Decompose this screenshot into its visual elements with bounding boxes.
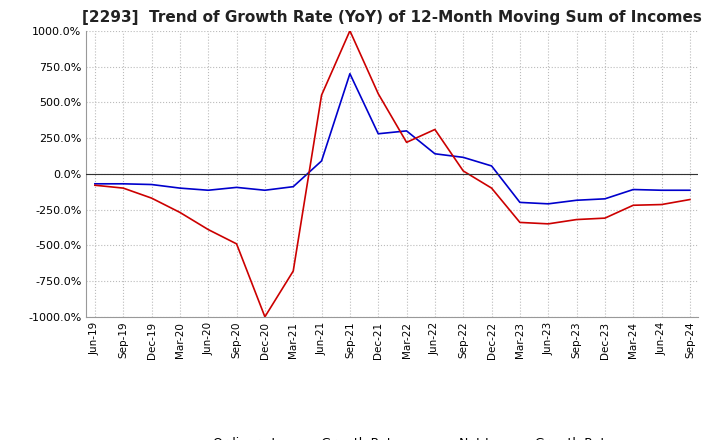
- Ordinary Income Growth Rate: [431, 151, 439, 156]
- Ordinary Income Growth Rate: [91, 181, 99, 187]
- Net Income Growth Rate: [374, 91, 382, 96]
- Net Income Growth Rate: [600, 216, 609, 221]
- Net Income Growth Rate: [431, 127, 439, 132]
- Net Income Growth Rate: [289, 268, 297, 274]
- Net Income Growth Rate: [148, 195, 156, 201]
- Ordinary Income Growth Rate: [318, 158, 326, 164]
- Legend: Ordinary Income Growth Rate, Net Income Growth Rate: Ordinary Income Growth Rate, Net Income …: [166, 432, 618, 440]
- Net Income Growth Rate: [487, 186, 496, 191]
- Ordinary Income Growth Rate: [289, 184, 297, 189]
- Ordinary Income Growth Rate: [657, 187, 666, 193]
- Ordinary Income Growth Rate: [204, 187, 212, 193]
- Ordinary Income Growth Rate: [148, 182, 156, 187]
- Ordinary Income Growth Rate: [261, 187, 269, 193]
- Net Income Growth Rate: [91, 183, 99, 188]
- Net Income Growth Rate: [459, 168, 467, 173]
- Ordinary Income Growth Rate: [487, 163, 496, 169]
- Title: [2293]  Trend of Growth Rate (YoY) of 12-Month Moving Sum of Incomes: [2293] Trend of Growth Rate (YoY) of 12-…: [83, 11, 702, 26]
- Ordinary Income Growth Rate: [346, 71, 354, 76]
- Net Income Growth Rate: [318, 92, 326, 98]
- Ordinary Income Growth Rate: [600, 196, 609, 202]
- Ordinary Income Growth Rate: [176, 186, 184, 191]
- Ordinary Income Growth Rate: [544, 201, 552, 206]
- Ordinary Income Growth Rate: [459, 155, 467, 160]
- Net Income Growth Rate: [119, 186, 127, 191]
- Ordinary Income Growth Rate: [516, 200, 524, 205]
- Ordinary Income Growth Rate: [572, 198, 581, 203]
- Net Income Growth Rate: [346, 28, 354, 33]
- Line: Net Income Growth Rate: Net Income Growth Rate: [95, 31, 690, 317]
- Ordinary Income Growth Rate: [119, 181, 127, 187]
- Ordinary Income Growth Rate: [374, 131, 382, 136]
- Net Income Growth Rate: [402, 139, 411, 145]
- Net Income Growth Rate: [204, 227, 212, 232]
- Net Income Growth Rate: [544, 221, 552, 227]
- Net Income Growth Rate: [629, 202, 637, 208]
- Net Income Growth Rate: [516, 220, 524, 225]
- Net Income Growth Rate: [685, 197, 694, 202]
- Ordinary Income Growth Rate: [233, 185, 241, 190]
- Ordinary Income Growth Rate: [685, 187, 694, 193]
- Net Income Growth Rate: [572, 217, 581, 222]
- Net Income Growth Rate: [176, 210, 184, 215]
- Net Income Growth Rate: [261, 314, 269, 319]
- Ordinary Income Growth Rate: [402, 128, 411, 133]
- Net Income Growth Rate: [657, 202, 666, 207]
- Line: Ordinary Income Growth Rate: Ordinary Income Growth Rate: [95, 73, 690, 204]
- Ordinary Income Growth Rate: [629, 187, 637, 192]
- Net Income Growth Rate: [233, 241, 241, 246]
